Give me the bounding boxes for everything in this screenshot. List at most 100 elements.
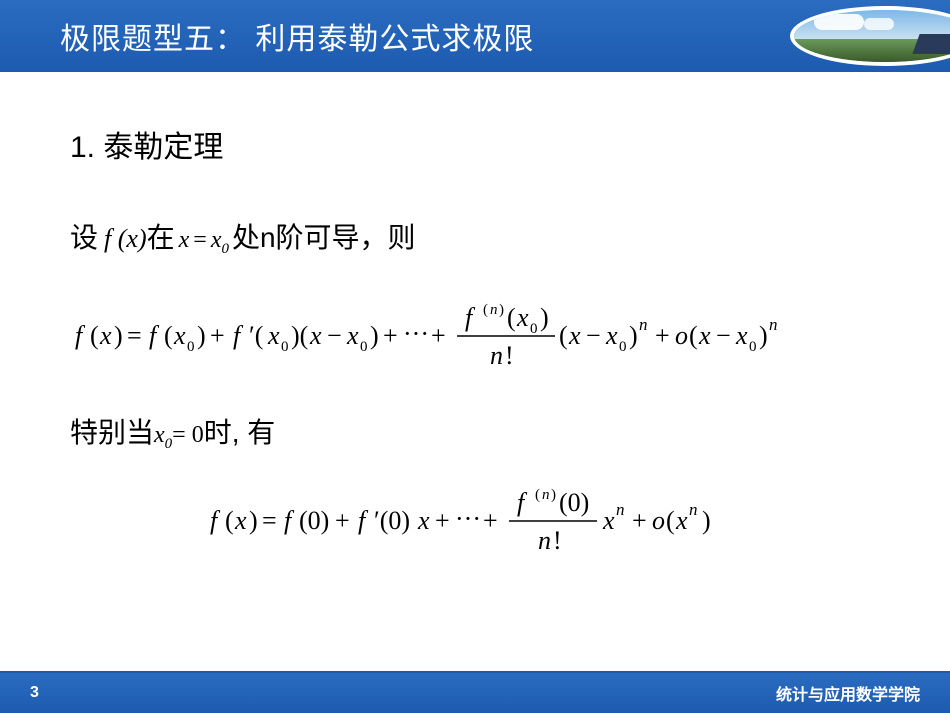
svg-text:): )	[759, 321, 768, 350]
svg-text:(0): (0)	[299, 506, 329, 535]
svg-text:x: x	[568, 321, 581, 350]
svg-text:+: +	[435, 506, 450, 535]
svg-text:o: o	[652, 506, 665, 535]
svg-text:(: (	[164, 321, 173, 350]
svg-text:f: f	[465, 303, 476, 332]
svg-text:···: ···	[403, 319, 429, 348]
header-decoration	[790, 0, 950, 72]
taylor-formula-general: f ( x ) = f ( x 0 ) + f ′( x 0 )( x − x …	[50, 296, 880, 381]
svg-text:): )	[551, 487, 556, 503]
svg-text:(: (	[689, 321, 698, 350]
svg-text:+: +	[655, 321, 670, 350]
svg-text:n: n	[639, 315, 648, 334]
text: 时, 有	[204, 411, 276, 451]
svg-text:′(: ′(	[249, 321, 263, 350]
svg-text:+: +	[210, 321, 225, 350]
svg-text:n: n	[769, 315, 778, 334]
slide-content: 1. 泰勒定理 设 f (x) 在 x = x 0 处n阶可导，则 f ( x …	[0, 72, 950, 566]
math-x: x	[179, 227, 190, 254]
svg-text:′(0): ′(0)	[374, 506, 410, 535]
svg-text:0: 0	[749, 339, 757, 355]
svg-text:(0): (0)	[559, 488, 589, 517]
svg-text:(: (	[535, 487, 540, 503]
svg-text:−: −	[716, 321, 731, 350]
svg-text:0: 0	[187, 339, 195, 355]
svg-text:)(: )(	[291, 321, 308, 350]
svg-text:(: (	[225, 506, 234, 535]
maclaurin-formula: f ( x ) = f (0) + f ′(0) x + ··· + f ( n…	[140, 481, 880, 566]
math-eq: =	[193, 227, 207, 254]
svg-text:): )	[499, 302, 504, 318]
svg-text:(: (	[559, 321, 568, 350]
svg-text:x: x	[99, 321, 112, 350]
text: 在	[147, 216, 175, 256]
svg-text:): )	[540, 303, 549, 332]
svg-text:x: x	[516, 303, 529, 332]
svg-text:x: x	[234, 506, 247, 535]
slide-header: 极限题型五： 利用泰勒公式求极限	[0, 0, 950, 72]
svg-text:): )	[629, 321, 638, 350]
svg-text:(: (	[483, 302, 488, 318]
svg-text:(: (	[666, 506, 675, 535]
svg-text:n: n	[490, 302, 498, 318]
svg-text:+: +	[335, 506, 350, 535]
svg-text:(: (	[90, 321, 99, 350]
svg-text:x: x	[602, 506, 615, 535]
svg-text:f: f	[358, 506, 369, 535]
svg-text:x: x	[605, 321, 618, 350]
svg-text:n: n	[490, 341, 503, 370]
svg-text:0: 0	[619, 339, 627, 355]
math-sub0: 0	[165, 436, 173, 453]
svg-text:f: f	[149, 321, 160, 350]
svg-text:f: f	[233, 321, 244, 350]
svg-text:x: x	[417, 506, 430, 535]
svg-text:=: =	[127, 321, 142, 350]
svg-text:n: n	[538, 526, 551, 555]
math-x: x	[154, 422, 165, 449]
theorem-condition: 设 f (x) 在 x = x 0 处n阶可导，则	[70, 216, 880, 256]
svg-text:f: f	[210, 506, 221, 535]
svg-text:): )	[370, 321, 379, 350]
svg-text:x: x	[346, 321, 359, 350]
math-fx: f (x)	[104, 224, 147, 254]
svg-text:+: +	[483, 506, 498, 535]
svg-text:x: x	[698, 321, 711, 350]
svg-text:0: 0	[360, 339, 368, 355]
svg-text:=: =	[262, 506, 277, 535]
section-heading: 1. 泰勒定理	[70, 122, 880, 166]
svg-text:···: ···	[455, 504, 481, 533]
text: 特别当	[70, 411, 154, 451]
page-number: 3	[30, 684, 39, 702]
math-eq0: = 0	[172, 422, 204, 449]
svg-text:x: x	[735, 321, 748, 350]
svg-text:x: x	[675, 506, 688, 535]
svg-text:−: −	[586, 321, 601, 350]
svg-text:n: n	[689, 500, 698, 519]
slide-title: 极限题型五： 利用泰勒公式求极限	[60, 14, 534, 58]
svg-text:+: +	[632, 506, 647, 535]
svg-text:): )	[197, 321, 206, 350]
svg-text:o: o	[675, 321, 688, 350]
svg-text:!: !	[505, 341, 514, 370]
svg-text:(: (	[507, 303, 516, 332]
svg-text:): )	[249, 506, 258, 535]
svg-text:): )	[702, 506, 711, 535]
text: 设	[70, 216, 98, 256]
svg-text:!: !	[553, 526, 562, 555]
math-x0: x	[211, 227, 222, 254]
text: 处n阶可导，则	[232, 216, 416, 256]
svg-text:x: x	[309, 321, 322, 350]
slide-footer: 3 统计与应用数学学院	[0, 673, 950, 713]
footer-institution: 统计与应用数学学院	[776, 681, 920, 705]
svg-text:0: 0	[281, 339, 289, 355]
svg-text:x: x	[173, 321, 186, 350]
svg-text:f: f	[284, 506, 295, 535]
svg-text:f: f	[75, 321, 86, 350]
svg-text:f: f	[517, 488, 528, 517]
svg-text:+: +	[431, 321, 446, 350]
svg-text:0: 0	[530, 321, 538, 337]
svg-text:+: +	[383, 321, 398, 350]
svg-text:−: −	[327, 321, 342, 350]
svg-text:): )	[114, 321, 123, 350]
svg-text:n: n	[616, 500, 625, 519]
